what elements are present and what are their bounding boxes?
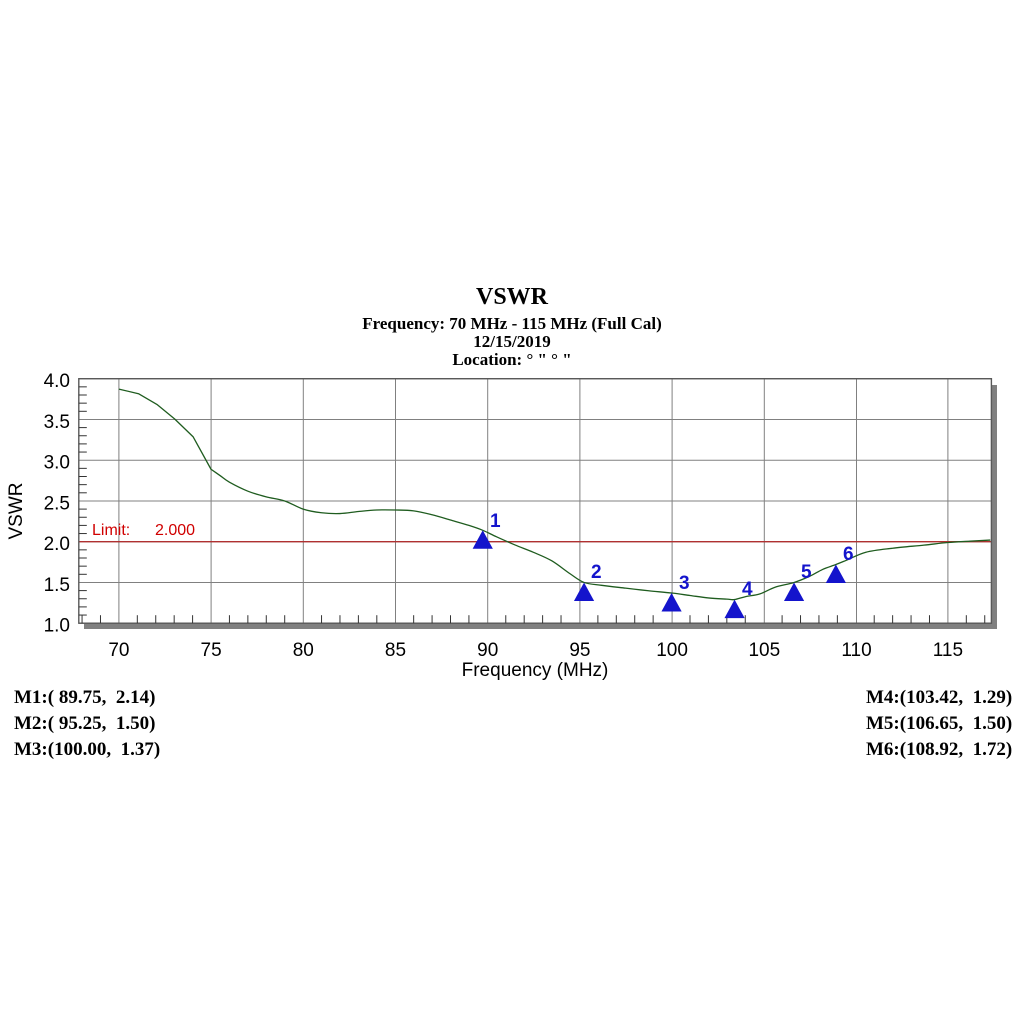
svg-text:4: 4 (742, 579, 753, 600)
svg-text:2.0: 2.0 (44, 534, 70, 555)
svg-text:1.0: 1.0 (44, 616, 70, 637)
svg-text:2.000: 2.000 (155, 522, 195, 539)
svg-text:1.5: 1.5 (44, 575, 70, 596)
svg-text:75: 75 (201, 640, 222, 661)
svg-text:110: 110 (841, 640, 871, 661)
svg-text:115: 115 (933, 640, 963, 661)
svg-text:5: 5 (801, 562, 812, 583)
svg-text:105: 105 (748, 640, 780, 661)
svg-text:VSWR: VSWR (6, 483, 27, 540)
svg-text:85: 85 (385, 640, 406, 661)
svg-text:3.5: 3.5 (44, 412, 70, 433)
svg-text:2: 2 (591, 562, 602, 583)
svg-text:6: 6 (843, 544, 854, 565)
svg-text:4.0: 4.0 (44, 371, 70, 392)
svg-text:3: 3 (679, 573, 690, 594)
svg-text:100: 100 (656, 640, 688, 661)
svg-text:Limit:: Limit: (92, 522, 130, 539)
svg-text:90: 90 (477, 640, 498, 661)
svg-text:80: 80 (293, 640, 314, 661)
svg-text:1: 1 (490, 511, 501, 532)
svg-text:2.5: 2.5 (44, 493, 70, 514)
svg-text:3.0: 3.0 (44, 453, 70, 474)
svg-text:95: 95 (569, 640, 590, 661)
svg-text:70: 70 (108, 640, 129, 661)
svg-text:Frequency (MHz): Frequency (MHz) (462, 660, 609, 681)
